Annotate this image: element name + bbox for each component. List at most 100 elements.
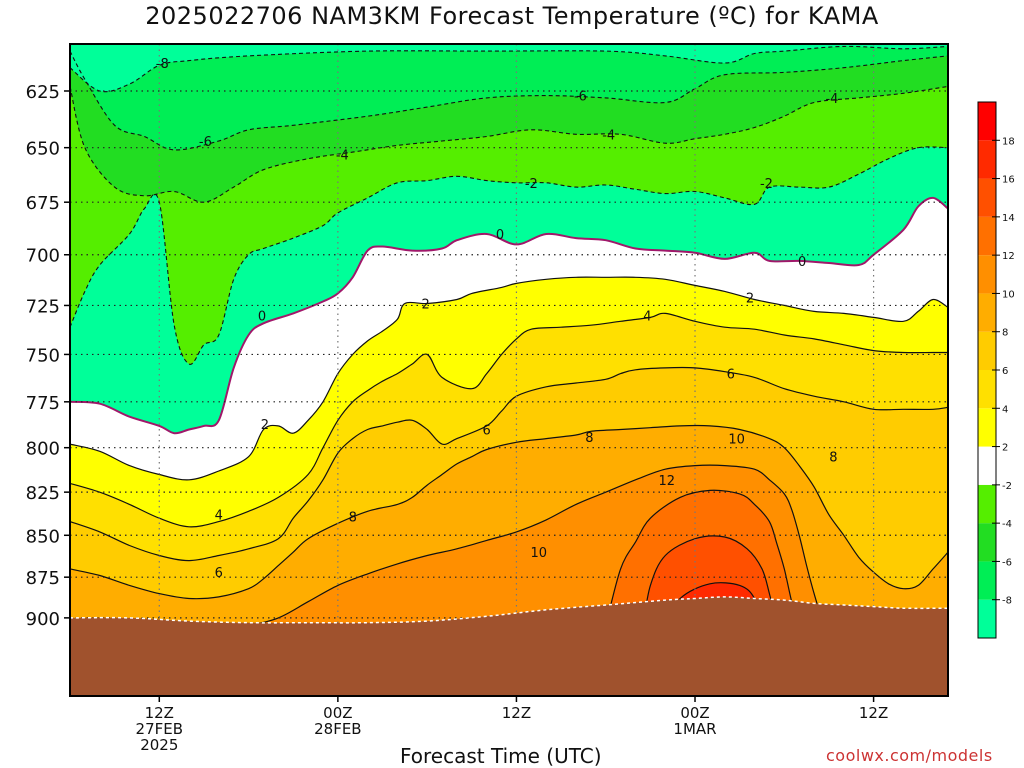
fill-band-below--8 xyxy=(70,44,948,92)
contour-label: 0 xyxy=(496,228,504,243)
contour-line--8 xyxy=(70,45,948,93)
contour-label-layer: -8 -6 -6 -4 -4 -4 -2 -2 0 0 0 2 2 2 4 4 6 6 6 8 8 8 10 10 12 xyxy=(156,57,839,581)
colorbar-tick-label: -4 xyxy=(1002,519,1012,530)
contour-label: -6 xyxy=(199,135,212,150)
colorbar-segment xyxy=(978,561,996,600)
x-tick-label: 12Z xyxy=(502,704,531,722)
terrain-layer xyxy=(70,596,948,696)
contour-label: 2 xyxy=(422,297,430,312)
x-tick-label: 12Z xyxy=(859,704,888,722)
contour-line-6 xyxy=(70,366,948,562)
colorbar-segment xyxy=(978,599,996,638)
x-tick-label: 28FEB xyxy=(314,720,361,738)
contour-line-14 xyxy=(642,535,778,627)
y-axis: 625 650 675 700 725 750 775 800 825 850 875 900 xyxy=(26,82,70,630)
x-tick-label: 00Z xyxy=(680,704,709,722)
colorbar-segment xyxy=(978,178,996,217)
x-tick-label: 00Z xyxy=(323,704,352,722)
contour-label: 10 xyxy=(530,546,547,561)
colorbar-segment xyxy=(978,140,996,179)
contour-label: 6 xyxy=(215,566,223,581)
colorbar-segment xyxy=(978,331,996,370)
contour-label: 2 xyxy=(746,291,754,306)
contour-label: -2 xyxy=(525,177,538,192)
colorbar-segment xyxy=(978,255,996,294)
x-tick-label: 27FEB xyxy=(136,720,183,738)
contour-line--6 xyxy=(70,50,948,151)
contour-label: 4 xyxy=(215,509,223,524)
contour-label: -6 xyxy=(574,90,587,105)
contour-label: -4 xyxy=(602,128,615,143)
colorbar-tick-label: 12 xyxy=(1002,251,1015,262)
contour-line-2 xyxy=(70,276,948,481)
y-tick-label: 650 xyxy=(26,139,60,160)
colorbar-tick-label: 18 xyxy=(1002,136,1015,147)
colorbar-segment xyxy=(978,102,996,141)
colorbar-tick-label: -8 xyxy=(1002,596,1012,607)
colorbar-segment xyxy=(978,523,996,562)
x-axis-title: Forecast Time (UTC) xyxy=(400,744,602,768)
contour-label: 8 xyxy=(829,451,837,466)
colorbar-tick-label: 2 xyxy=(1002,443,1008,454)
x-tick-label: 12Z xyxy=(145,704,174,722)
colorbar: -8 -6 -4 -2 2 4 6 8 10 12 14 16 18 xyxy=(977,101,1015,639)
contour-label: 4 xyxy=(643,309,651,324)
temperature-fill-layer xyxy=(70,44,948,696)
y-tick-label: 900 xyxy=(26,609,60,630)
contour-line--2 xyxy=(70,146,948,365)
contour-label: -8 xyxy=(156,57,169,72)
contour-line--4 xyxy=(70,85,948,203)
colorbar-tick-label: -2 xyxy=(1002,481,1012,492)
contour-line-10 xyxy=(248,464,823,627)
colorbar-segment xyxy=(978,408,996,447)
colorbar-tick-label: 8 xyxy=(1002,328,1008,339)
contour-label: 8 xyxy=(349,510,357,525)
contour-label: 0 xyxy=(798,255,806,270)
fill-band-below--6 xyxy=(70,44,948,150)
colorbar-tick-label: 6 xyxy=(1002,366,1008,377)
contour-label: -4 xyxy=(336,148,349,163)
contour-line-layer xyxy=(70,45,948,627)
contour-label: 0 xyxy=(258,309,266,324)
colorbar-tick-label: 14 xyxy=(1002,213,1015,224)
colorbar-segment xyxy=(978,216,996,256)
y-tick-label: 800 xyxy=(26,439,60,460)
y-tick-label: 700 xyxy=(26,246,60,267)
contour-label: -4 xyxy=(825,92,838,107)
y-tick-label: 675 xyxy=(26,193,60,214)
colorbar-tick-label: 10 xyxy=(1002,289,1015,300)
contour-label: 6 xyxy=(727,368,735,383)
y-tick-label: 775 xyxy=(26,393,60,414)
plot-frame xyxy=(69,43,949,697)
contour-line-8 xyxy=(70,424,948,600)
contour-label: 12 xyxy=(658,474,675,489)
y-tick-label: 850 xyxy=(26,526,60,547)
chart-title: 2025022706 NAM3KM Forecast Temperature (… xyxy=(145,2,879,30)
colorbar-tick-label: 16 xyxy=(1002,175,1015,186)
colorbar-tick-label: -6 xyxy=(1002,557,1012,568)
y-tick-label: 625 xyxy=(26,82,60,103)
colorbar-segment xyxy=(978,484,996,524)
contour-label: 10 xyxy=(728,433,745,448)
colorbar-tick-label: 4 xyxy=(1002,404,1008,415)
colorbar-segment xyxy=(978,370,996,409)
contour-label: -2 xyxy=(760,177,773,192)
y-tick-label: 825 xyxy=(26,483,60,504)
contour-line-12 xyxy=(605,489,800,627)
contour-label: 6 xyxy=(483,424,491,439)
terrain-fill xyxy=(70,596,948,696)
contour-line-0 xyxy=(70,196,948,435)
contour-label: 2 xyxy=(261,418,269,433)
y-tick-label: 750 xyxy=(26,345,60,366)
y-tick-label: 875 xyxy=(26,568,60,589)
colorbar-segment xyxy=(978,293,996,332)
credit-text: coolwx.com/models xyxy=(826,746,993,765)
x-tick-label: 2025 xyxy=(140,736,178,754)
x-tick-label: 1MAR xyxy=(673,720,716,738)
colorbar-segment xyxy=(978,446,996,485)
y-tick-label: 725 xyxy=(26,296,60,317)
contour-line-4 xyxy=(70,312,948,528)
contour-label: 8 xyxy=(585,431,593,446)
